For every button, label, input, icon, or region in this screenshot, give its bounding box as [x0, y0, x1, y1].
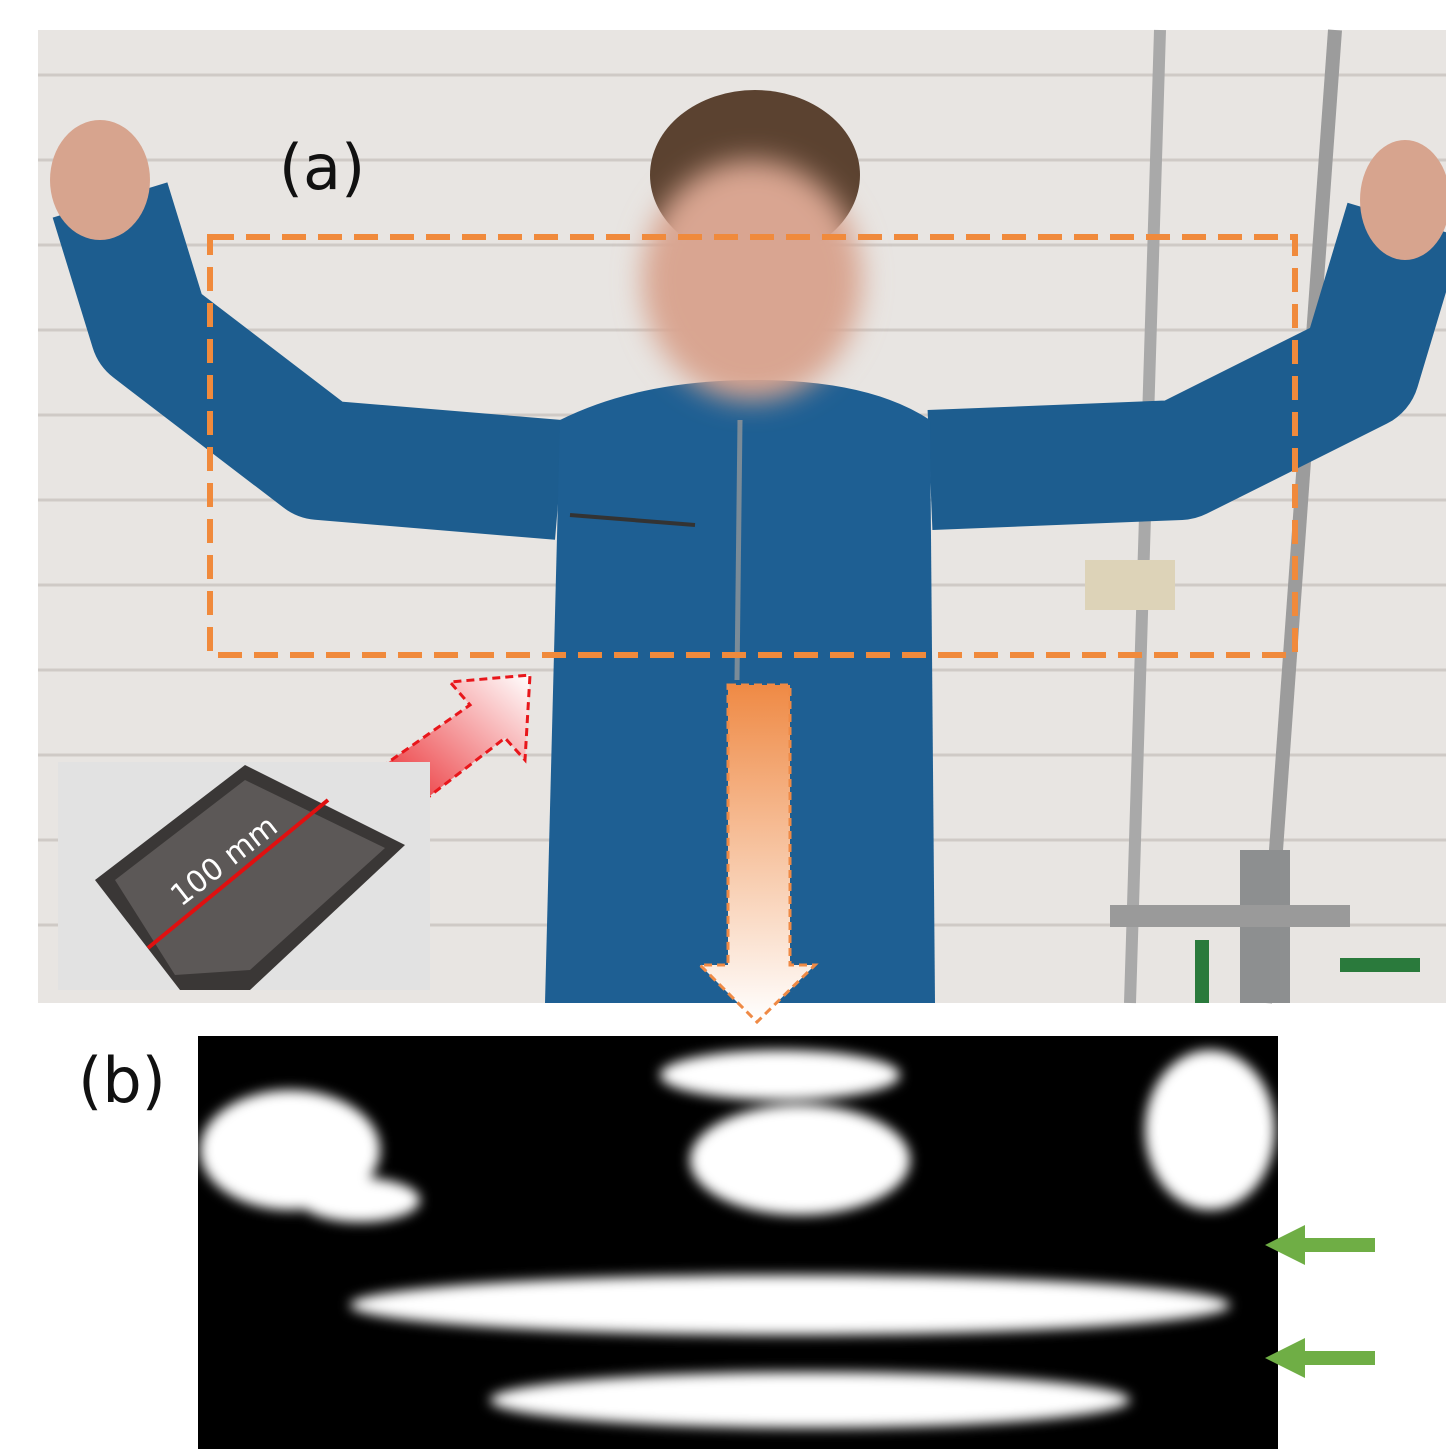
panel-label: (b) — [78, 1044, 166, 1117]
pressure-map — [198, 1036, 1278, 1449]
panel-label: (a) — [279, 131, 365, 204]
green-arrows — [1265, 1225, 1375, 1378]
inset: 100 mm — [58, 762, 430, 990]
figure: 100 mm (a) (b) — [0, 0, 1446, 1449]
